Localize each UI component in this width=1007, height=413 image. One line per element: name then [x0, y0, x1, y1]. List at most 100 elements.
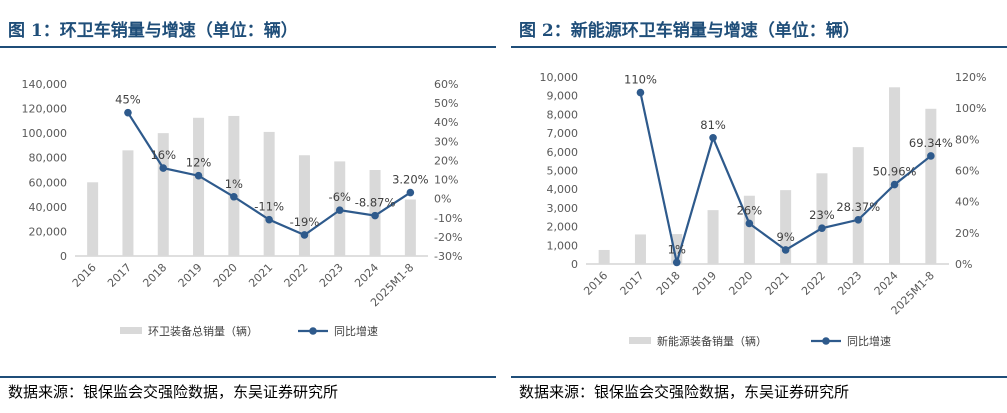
figure-2-chart: 0 1,000 2,000 3,000 4,000 5,000 6,000 7,000 8,00… [540, 71, 987, 348]
y-left-tick-label: 100,000 [22, 127, 68, 140]
growth-data-label: 50.96% [873, 165, 917, 179]
growth-point [781, 246, 790, 254]
growth-point [230, 192, 238, 201]
x-tick-label: 2016 [70, 261, 99, 290]
bar [816, 173, 828, 264]
x-tick-label: 2021 [763, 269, 792, 298]
growth-data-label: 9% [777, 230, 795, 244]
growth-point [406, 188, 415, 197]
bar [298, 155, 310, 256]
bar [404, 199, 416, 256]
y-right-tick-label: 60% [955, 165, 979, 178]
bar [780, 190, 792, 264]
y-right-tick-label: 10% [434, 174, 458, 187]
y-left-tick-label: 80,000 [29, 152, 68, 165]
y-left-tick-label: 40,000 [29, 201, 68, 214]
growth-data-label: 28.37% [836, 200, 880, 214]
growth-data-label: 45% [115, 93, 141, 107]
y-right-tick-label: 60% [434, 78, 458, 91]
y-left-tick-label: 3,000 [547, 202, 579, 215]
x-tick-label: 2020 [726, 269, 755, 298]
x-tick-label: 2023 [317, 261, 346, 290]
growth-data-label: 16% [150, 148, 176, 162]
growth-point [636, 88, 645, 97]
growth-data-label: 81% [700, 118, 726, 132]
figure-1-top-rule [0, 46, 496, 48]
legend-bar-swatch [629, 337, 651, 344]
x-tick-label: 2023 [835, 269, 864, 298]
y-right-tick-label: 20% [955, 227, 979, 240]
growth-data-label: -11% [254, 200, 284, 214]
y-left-tick-label: 120,000 [22, 103, 68, 116]
growth-data-label: 23% [809, 208, 835, 222]
bar [707, 210, 719, 264]
x-tick-label: 2020 [211, 261, 240, 290]
legend-line-marker [822, 337, 830, 345]
y-right-tick-label: 40% [434, 116, 458, 129]
growth-point [265, 215, 273, 224]
figure-2-top-rule [511, 46, 1007, 48]
growth-data-label: 69.34% [909, 136, 953, 150]
y-left-tick-label: 2,000 [547, 221, 579, 234]
y-left-tick-label: 5,000 [547, 165, 579, 178]
legend-bar-swatch [120, 327, 142, 334]
x-tick-label: 2019 [176, 261, 205, 290]
y-right-tick-label: 0% [955, 258, 972, 271]
y-left-tick-label: 10,000 [540, 71, 579, 84]
growth-point [854, 215, 863, 224]
y-right-tick-label: -20% [434, 231, 462, 244]
growth-point [371, 211, 379, 220]
growth-data-label: -19% [290, 215, 320, 229]
y-right-tick-label: -10% [434, 212, 462, 225]
x-tick-label: 2018 [654, 269, 683, 298]
x-tick-label: 2022 [282, 261, 311, 290]
growth-data-label: 1% [225, 177, 243, 191]
growth-point [300, 231, 309, 239]
growth-point [194, 171, 203, 180]
x-tick-label: 2017 [105, 261, 134, 290]
bar [157, 133, 169, 256]
x-tick-label: 2018 [140, 261, 169, 290]
y-right-tick-label: 50% [434, 97, 458, 110]
y-right-tick-label: 80% [955, 133, 979, 146]
bar [87, 182, 99, 256]
growth-point [818, 224, 826, 232]
growth-data-label: -8.87% [355, 196, 396, 210]
figure-2-bottom-rule [511, 376, 1007, 378]
bar [122, 150, 134, 256]
x-tick-label: 2016 [581, 269, 610, 298]
legend-line-marker [309, 327, 317, 335]
y-left-tick-label: 140,000 [22, 78, 68, 91]
figure-2-title: 图 2：新能源环卫车销量与增速（单位：辆） [519, 21, 860, 41]
y-left-tick-label: 4,000 [547, 183, 579, 196]
figure-1-title: 图 1：环卫车销量与增速（单位：辆） [8, 21, 298, 41]
y-right-tick-label: 120% [955, 71, 986, 84]
growth-data-label: 110% [624, 73, 657, 87]
legend-bar-label: 新能源装备销量（辆） [657, 334, 767, 348]
bar [925, 108, 937, 264]
legend-bar-label: 环卫装备总销量（辆） [148, 324, 258, 338]
growth-data-label: 26% [737, 203, 763, 217]
bar [193, 117, 205, 257]
growth-point [709, 133, 717, 142]
figure-1-chart: 0 20,000 40,000 60,000 80,000 100,000 120,000 1… [22, 78, 463, 338]
x-tick-label: 2024 [872, 269, 901, 298]
growth-point [890, 180, 899, 189]
growth-point [672, 258, 681, 267]
growth-data-label: 3.20% [392, 173, 429, 187]
y-left-tick-label: 8,000 [547, 108, 579, 121]
y-right-tick-label: 20% [434, 154, 458, 167]
growth-point [745, 219, 754, 228]
x-tick-label: 2017 [618, 269, 647, 298]
bar [598, 249, 610, 264]
legend-line-label: 同比增速 [334, 324, 378, 338]
x-tick-label: 2021 [246, 261, 275, 290]
y-left-tick-label: 9,000 [547, 90, 579, 103]
figure-1: 图 1：环卫车销量与增速（单位：辆） 0 20,000 40,000 60,000 80… [0, 0, 496, 413]
y-left-tick-label: 6,000 [547, 146, 579, 159]
figure-2-source: 数据来源：银保监会交强险数据，东吴证券研究所 [519, 383, 850, 401]
bar [263, 131, 275, 256]
growth-data-label: -6% [329, 190, 351, 204]
growth-point [335, 206, 344, 214]
y-right-tick-label: 0% [434, 193, 451, 206]
